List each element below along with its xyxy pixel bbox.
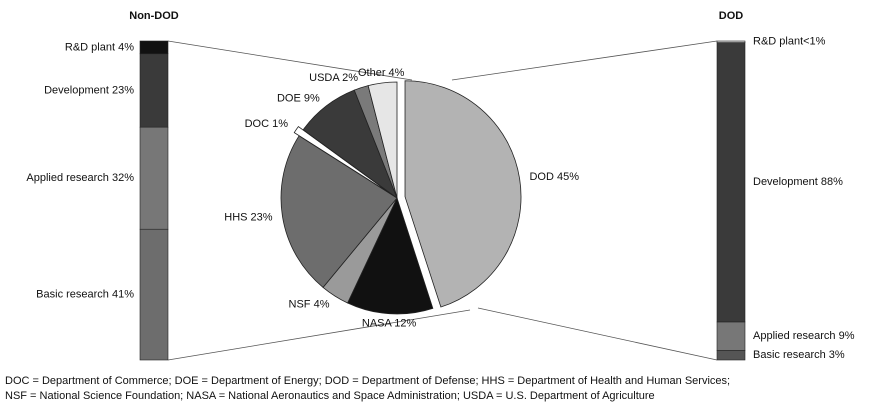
bar-segment <box>139 126 169 230</box>
connector <box>477 307 718 361</box>
pie-slice <box>367 81 398 199</box>
slice-label: DOD 45% <box>529 171 579 183</box>
bar-segment <box>716 321 746 351</box>
segment-label: R&D plant 4% <box>65 41 134 53</box>
segment-label: Development 88% <box>753 176 843 188</box>
bar-segment <box>716 350 746 361</box>
connector <box>167 40 413 81</box>
segment-label: Applied research 32% <box>26 172 134 184</box>
pie-slice <box>280 135 398 288</box>
slice-label: Other 4% <box>358 67 405 79</box>
segment-label: Basic research 41% <box>36 289 134 301</box>
segment-label: Basic research 3% <box>753 349 845 361</box>
bar-segment <box>716 42 746 323</box>
connector-lines <box>167 40 718 361</box>
slice-label: DOE 9% <box>277 92 320 104</box>
slice-label: USDA 2% <box>309 72 358 84</box>
segment-label: Development 23% <box>44 84 134 96</box>
slice-label: HHS 23% <box>224 212 273 224</box>
segment-label: R&D plant<1% <box>753 36 826 48</box>
segment-label: Applied research 9% <box>753 330 855 342</box>
pie-slice <box>347 196 434 315</box>
bar-title: DOD <box>719 10 744 22</box>
slice-label: NASA 12% <box>362 318 417 330</box>
bar-title: Non-DOD <box>129 10 179 22</box>
footnote: NSF = National Science Foundation; NASA … <box>5 390 655 402</box>
bar-segment <box>716 40 746 43</box>
footnote: DOC = Department of Commerce; DOE = Depa… <box>5 375 730 387</box>
bar-segment <box>139 53 169 128</box>
slice-label: NSF 4% <box>289 298 330 310</box>
connector <box>451 40 718 81</box>
bar-segment <box>139 40 169 55</box>
connector <box>167 309 471 361</box>
pie-slice <box>293 125 393 196</box>
bar-segment <box>139 228 169 361</box>
pie-slice <box>404 80 522 308</box>
slice-label: DOC 1% <box>245 118 289 130</box>
